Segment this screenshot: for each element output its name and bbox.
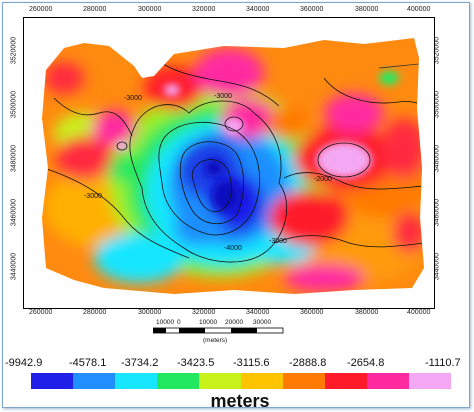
scale-label: 20000 — [225, 319, 244, 326]
colorbar-units-label: meters — [210, 391, 270, 411]
colorbar-label: -9942.9 — [5, 357, 43, 369]
x-tick-top: 320000 — [192, 6, 216, 13]
x-tick-top: 260000 — [29, 6, 53, 13]
colorbar-swatch — [73, 373, 116, 389]
depth-contour-map: -3000 -3000 -3000 -2000 -4000 -3000 — [24, 18, 434, 308]
colorbar-swatch — [409, 373, 451, 389]
x-tick-bottom: 260000 — [29, 309, 53, 316]
y-tick-left: 3520000 — [10, 36, 18, 65]
x-tick-top: 280000 — [83, 6, 107, 13]
colorbar-swatches — [31, 373, 451, 389]
contour-label: -3000 — [269, 238, 287, 245]
colorbar-label: -3115.6 — [233, 357, 270, 369]
x-tick-bottom: 280000 — [83, 309, 107, 316]
y-tick-left: 3440000 — [10, 252, 18, 281]
x-tick-bottom: 380000 — [355, 309, 379, 316]
x-tick-bottom: 360000 — [300, 309, 324, 316]
colorbar-label: -3734.2 — [121, 357, 159, 369]
colorbar-swatch — [157, 373, 200, 389]
scale-bar-graphic — [153, 327, 284, 334]
x-tick-top: 400000 — [407, 6, 431, 13]
y-tick-left: 3460000 — [10, 198, 18, 227]
contour-label: -3000 — [124, 95, 142, 102]
colorbar-label: -3423.5 — [177, 357, 215, 369]
contour-label: -4000 — [224, 245, 242, 252]
depth-map-panel: -3000 -3000 -3000 -2000 -4000 -3000 — [23, 17, 435, 309]
y-tick-left: 3500000 — [10, 90, 18, 119]
colorbar-label: -2888.8 — [289, 357, 327, 369]
colorbar-swatch — [283, 373, 326, 389]
colorbar-label: -2654.8 — [347, 357, 385, 369]
scale-label: 10000 — [199, 319, 218, 326]
x-tick-bottom: 300000 — [138, 309, 162, 316]
scale-label: 0 — [177, 319, 181, 326]
colorbar-swatch — [367, 373, 410, 389]
scale-unit-label: (meters) — [203, 337, 228, 344]
scale-label: 10000 — [156, 319, 175, 326]
colorbar-label: -1110.7 — [425, 357, 461, 369]
colorbar-swatch — [325, 373, 368, 389]
x-tick-top: 380000 — [355, 6, 379, 13]
colorbar-swatch — [115, 373, 158, 389]
colorbar-label: -4578.1 — [69, 357, 107, 369]
x-tick-top: 300000 — [138, 6, 162, 13]
colorbar-swatch — [241, 373, 284, 389]
colorbar-swatch — [31, 373, 74, 389]
scale-label: 30000 — [253, 319, 272, 326]
contour-label: -3000 — [84, 193, 102, 200]
contour-label: -2000 — [314, 176, 332, 183]
contour-label: -3000 — [214, 93, 232, 100]
y-tick-left: 3480000 — [10, 144, 18, 173]
x-tick-bottom: 340000 — [246, 309, 270, 316]
x-tick-bottom: 320000 — [192, 309, 216, 316]
colorbar-swatch — [199, 373, 242, 389]
x-tick-top: 360000 — [300, 6, 324, 13]
x-tick-bottom: 400000 — [407, 309, 431, 316]
x-tick-top: 340000 — [246, 6, 270, 13]
